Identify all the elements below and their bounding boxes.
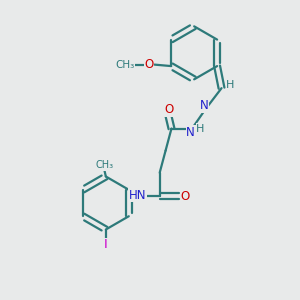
Text: H: H [196,124,205,134]
Text: I: I [104,238,108,251]
Text: O: O [164,103,173,116]
Text: N: N [186,125,195,139]
Text: O: O [181,190,190,203]
Text: N: N [200,99,208,112]
Text: H: H [226,80,235,90]
Text: CH₃: CH₃ [95,160,113,170]
Text: CH₃: CH₃ [116,60,135,70]
Text: HN: HN [129,188,146,202]
Text: O: O [145,58,154,71]
